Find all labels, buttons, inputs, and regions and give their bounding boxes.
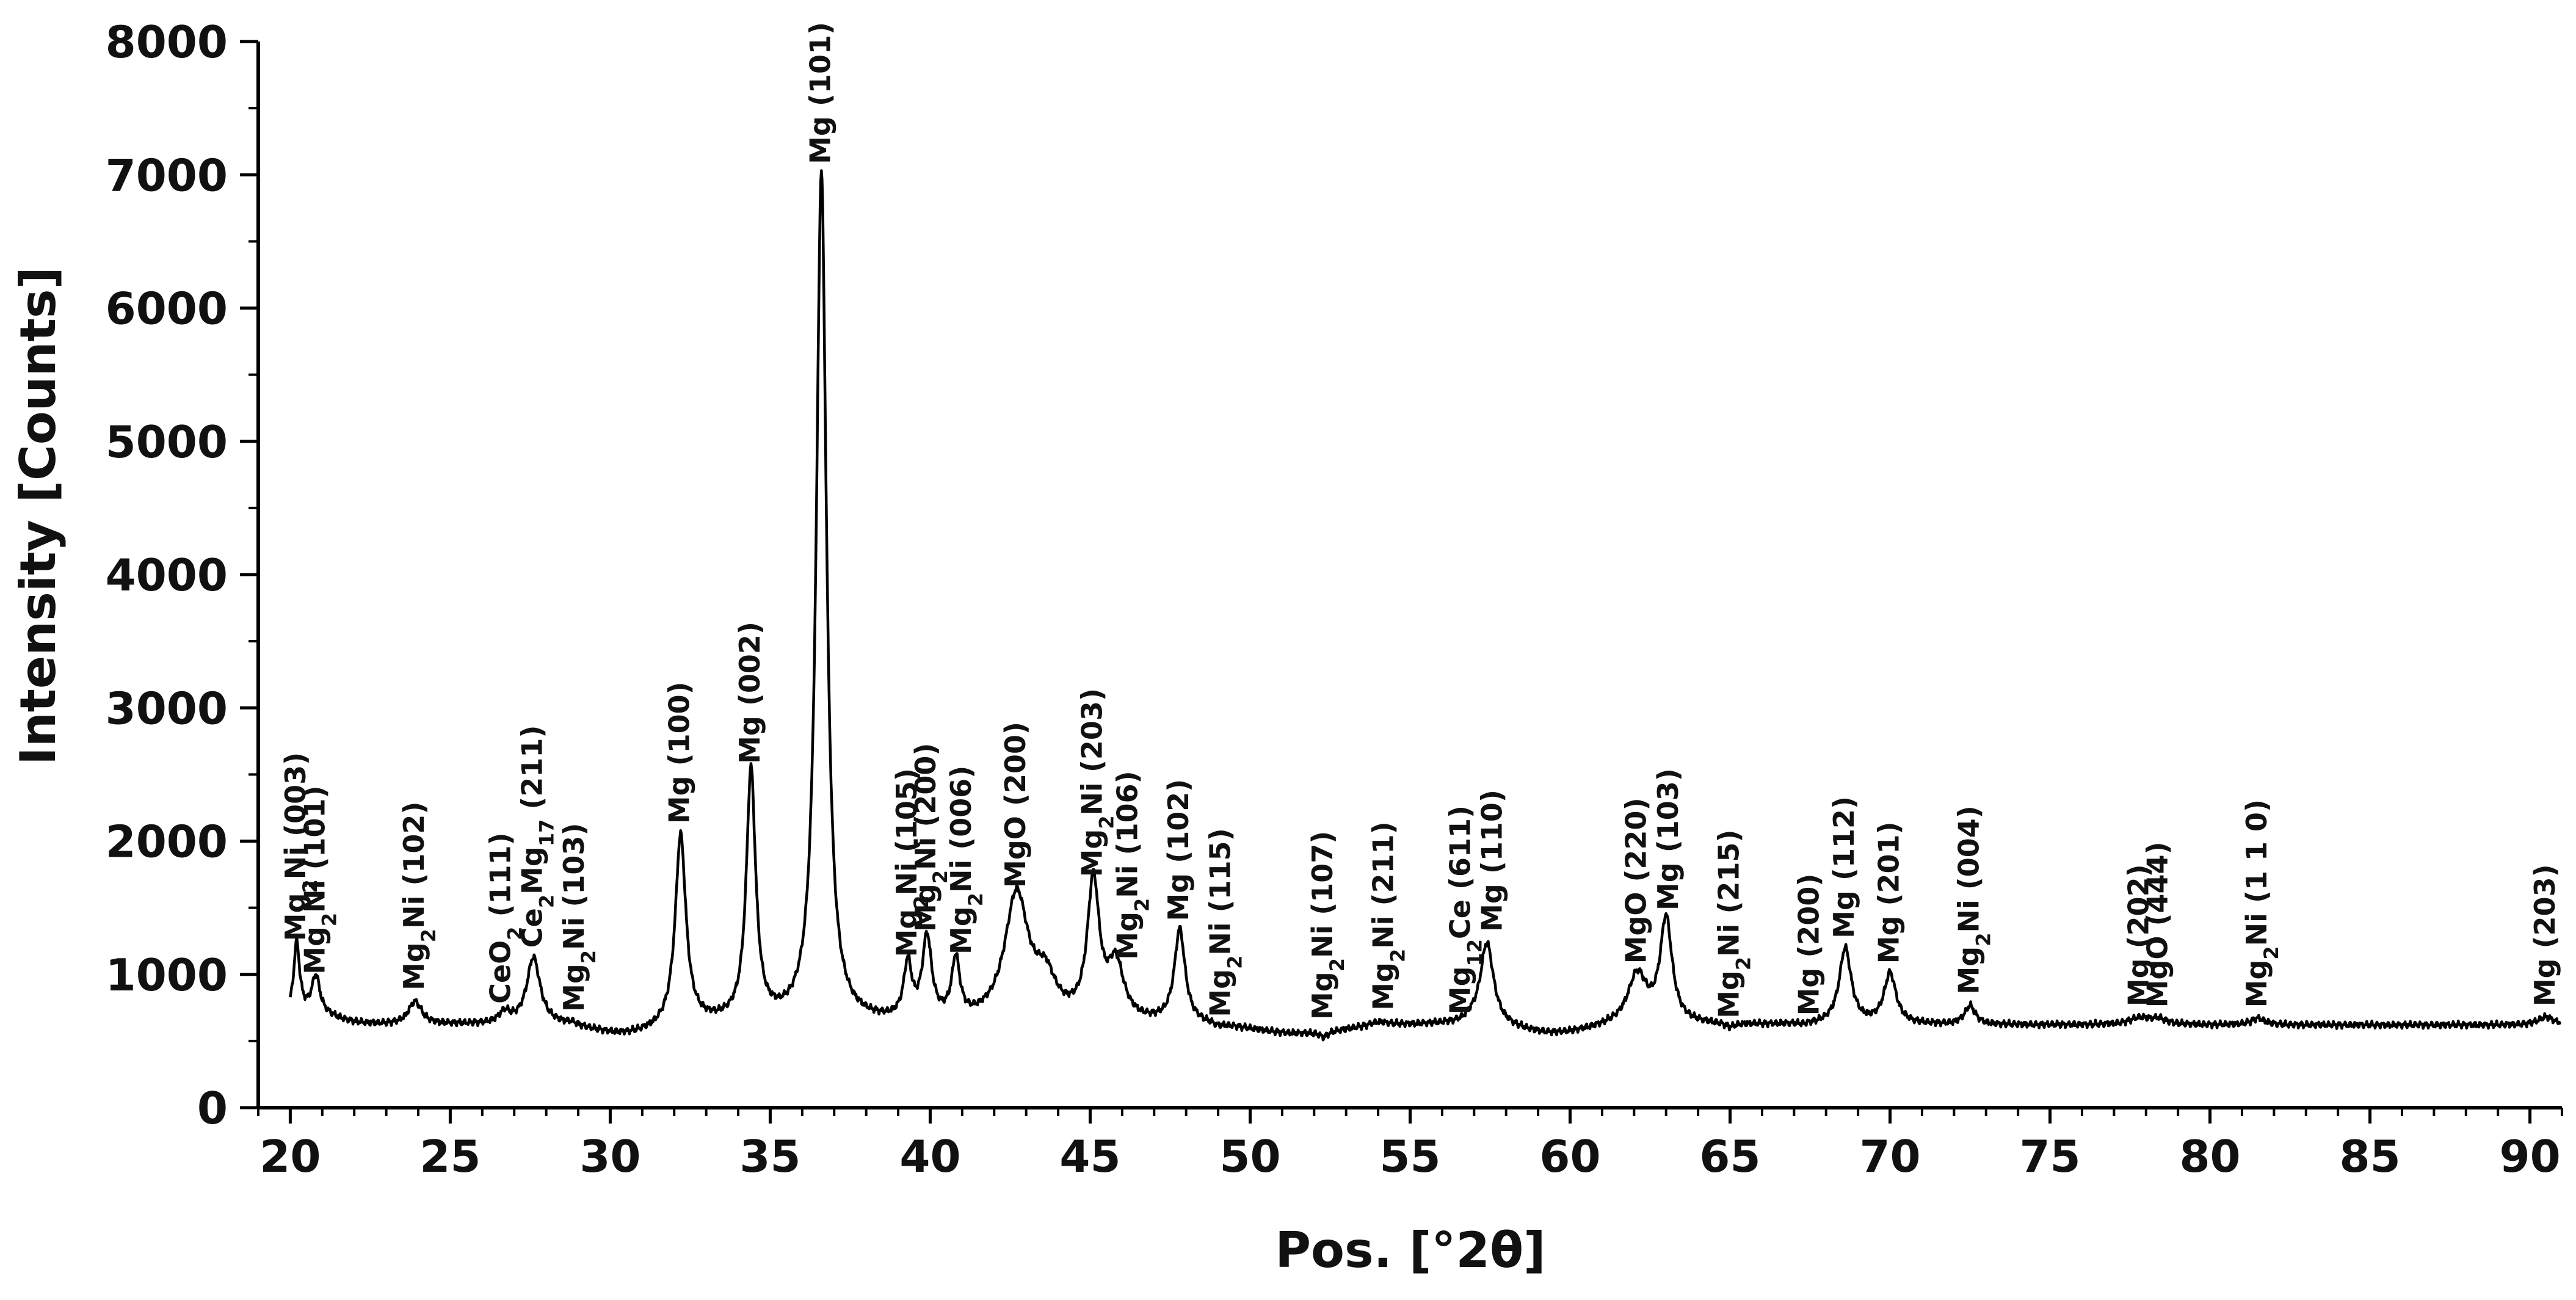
y-axis-title: Intensity [Counts] [10, 267, 67, 765]
x-tick-label-80: 80 [2179, 1131, 2240, 1182]
peak-annotation-12: MgO (200) [999, 722, 1032, 888]
x-tick-label-30: 30 [579, 1131, 640, 1182]
peak-annotation-11: Mg2Ni (006) [945, 766, 987, 954]
peak-annotation-19: Mg12Ce (611) [1443, 805, 1486, 1014]
y-tick-label-4000: 4000 [106, 550, 228, 601]
x-tick-label-75: 75 [2019, 1131, 2080, 1182]
x-axis-title: Pos. [°2θ] [1275, 1222, 1545, 1279]
peak-annotation-25: Mg (112) [1827, 796, 1860, 939]
peak-annotation-23: Mg2Ni (215) [1713, 829, 1755, 1018]
peak-annotation-3: CeO2 (111) [484, 832, 526, 1003]
xrd-pattern-line-0 [289, 169, 2562, 1042]
peak-annotation-6: Mg (100) [663, 681, 696, 824]
y-tick-label-8000: 8000 [106, 16, 228, 68]
peak-annotation-15: Mg (102) [1162, 779, 1195, 921]
x-tick-label-45: 45 [1059, 1131, 1120, 1182]
annotations-layer: Mg2Ni (003)Mg2Ni (101) Mg2Ni (102) CeO2 (1… [279, 22, 2561, 1020]
x-tick-label-25: 25 [419, 1131, 481, 1182]
peak-annotation-10: Mg2Ni (200) [909, 743, 952, 932]
peak-annotation-26: Mg (201) [1873, 822, 1906, 964]
peak-annotation-16: Mg2Ni (115) [1203, 828, 1246, 1017]
x-tick-label-85: 85 [2339, 1131, 2400, 1182]
peak-annotation-20: Mg (110) [1476, 790, 1509, 932]
peak-annotation-29: MgO (444) [2141, 841, 2174, 1008]
x-tick-label-65: 65 [1699, 1131, 1760, 1182]
peak-annotation-2: Mg2Ni (102) [397, 802, 440, 990]
x-tick-label-60: 60 [1539, 1131, 1600, 1182]
peak-annotation-7: Mg (002) [733, 622, 766, 764]
peak-annotation-30: Mg2Ni (1 1 0) [2240, 799, 2283, 1008]
y-tick-label-3000: 3000 [106, 683, 228, 734]
peak-annotation-13: Mg2Ni (203) [1076, 688, 1119, 877]
x-tick-label-50: 50 [1219, 1131, 1280, 1182]
x-tick-label-35: 35 [739, 1131, 800, 1182]
peak-annotation-0: Mg2Ni (003) [279, 752, 322, 941]
x-tick-label-90: 90 [2499, 1131, 2560, 1182]
peak-annotation-28: Mg (202) [2122, 864, 2155, 1006]
x-tick-label-55: 55 [1379, 1131, 1440, 1182]
x-tick-label-70: 70 [1859, 1131, 1920, 1182]
peak-annotation-8: Mg (101) [804, 22, 836, 164]
x-tick-label-40: 40 [899, 1131, 960, 1182]
peak-annotation-17: Mg2Ni (107) [1306, 831, 1349, 1020]
x-tick-label-20: 20 [259, 1131, 321, 1182]
peak-annotation-1: Mg2Ni (101) [298, 785, 341, 974]
peak-annotation-5: Mg2Ni (103) [557, 823, 600, 1012]
peak-annotation-31: Mg (203) [2528, 864, 2561, 1006]
y-tick-label-6000: 6000 [106, 283, 228, 335]
y-tick-label-5000: 5000 [106, 416, 228, 468]
peak-annotation-14: Mg2Ni (106) [1111, 771, 1153, 959]
peak-annotation-27: Mg2Ni (004) [1953, 805, 1995, 994]
peak-annotation-22: Mg (103) [1652, 768, 1685, 910]
y-tick-label-0: 0 [197, 1083, 228, 1134]
y-tick-label-2000: 2000 [106, 816, 228, 868]
peak-annotation-21: MgO (220) [1620, 797, 1653, 964]
peak-annotation-24: Mg (200) [1793, 874, 1826, 1016]
y-tick-label-1000: 1000 [106, 950, 228, 1001]
peak-annotation-18: Mg2Ni (211) [1367, 821, 1410, 1010]
peak-annotation-9: Mg2Ni (105) [890, 768, 933, 957]
peak-annotation-4: Ce2Mg17 (211) [516, 725, 559, 948]
ticks-layer: 20 25 30 35 40 45 50 55 60 65 70 75 80 85 90 0 1000 2000 3… [106, 16, 2563, 1182]
plot-line-layer [289, 169, 2562, 1042]
y-tick-label-7000: 7000 [106, 150, 228, 201]
